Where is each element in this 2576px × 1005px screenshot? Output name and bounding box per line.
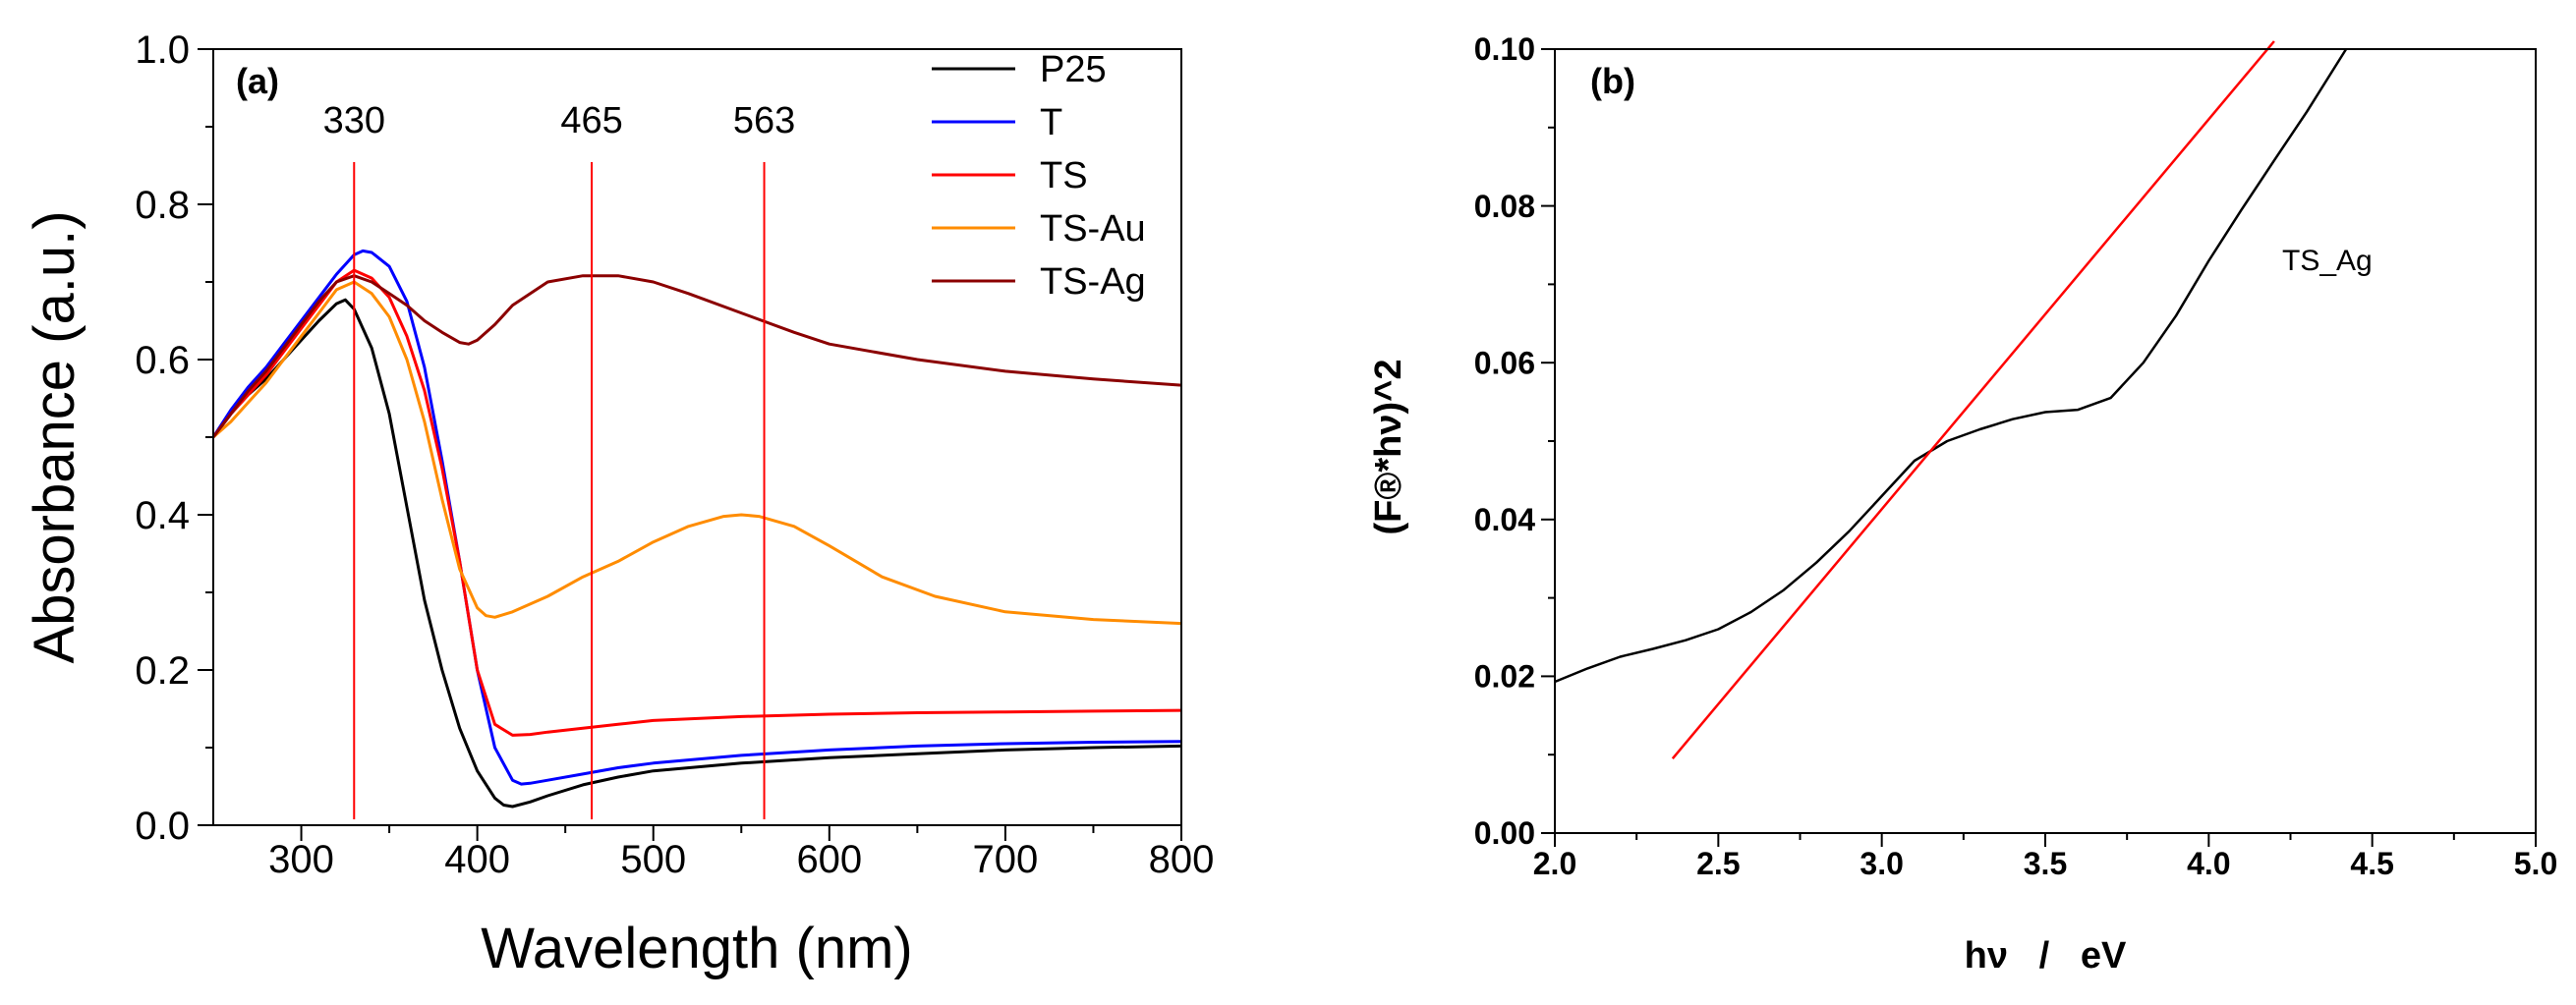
panel-a-x-tick-label: 800 (1149, 838, 1215, 881)
panel-a-x-tick-label: 700 (973, 838, 1039, 881)
legend-item-ts: TS (932, 155, 1088, 196)
panel-a-y-tick-label: 0.8 (135, 184, 190, 227)
panel-a-legend: P25 T TS TS-Au TS-Ag (932, 49, 1146, 303)
legend-label-ts: TS (1040, 155, 1088, 196)
panel-b-series-tangent (1671, 40, 2275, 760)
panel-a-y-tick-label: 0.0 (135, 805, 190, 848)
panel-b-annotation: TS_Ag (2282, 245, 2373, 277)
panel-a-y-tick-label: 0.6 (135, 339, 190, 382)
panel-b-y-tick-label: 0.06 (1474, 345, 1535, 380)
panel-b-y-tick-label: 0.10 (1474, 31, 1535, 67)
panel-a-y-ticks: 0.0 0.2 0.4 0.6 0.8 1.0 (135, 28, 213, 848)
legend-label-t: T (1040, 102, 1062, 143)
panel-a-plot-frame (212, 48, 1182, 826)
panel-b-y-tick-label: 0.04 (1474, 502, 1535, 537)
panel-a-series (211, 249, 1182, 809)
panel-b-x-tick-label: 2.0 (1533, 846, 1576, 881)
panel-a-x-tick-label: 600 (796, 838, 862, 881)
panel-a-x-tick-label: 400 (444, 838, 510, 881)
panel-b-plot-frame (1554, 48, 2537, 834)
panel-b-x-ticks: 2.0 2.5 3.0 3.5 4.0 4.5 5.0 (1533, 833, 2557, 881)
panel-b-x-tick-label: 2.5 (1696, 846, 1740, 881)
panel-b-y-ticks: 0.00 0.02 0.04 0.06 0.08 0.10 (1474, 31, 1555, 851)
panel-a-series-ts-au (212, 280, 1182, 626)
marker-label-465: 465 (560, 100, 622, 141)
panel-b-y-tick-label: 0.08 (1474, 189, 1535, 224)
panel-a-label: (a) (236, 61, 279, 101)
marker-label-330: 330 (323, 100, 385, 141)
legend-label-ts-ag: TS-Ag (1040, 261, 1146, 303)
panel-b-y-tick-label: 0.00 (1474, 815, 1535, 851)
panel-a-series-ts (211, 268, 1182, 737)
panel-a-series-p25 (211, 298, 1182, 809)
legend-item-ts-au: TS-Au (932, 208, 1146, 250)
panel-a-series-t (211, 249, 1182, 786)
panel-b-x-tick-label: 3.5 (2024, 846, 2067, 881)
panel-a-x-ticks: 300 400 500 600 700 800 (268, 825, 1214, 881)
legend-label-p25: P25 (1040, 49, 1107, 90)
legend-item-p25: P25 (932, 49, 1107, 90)
panel-a-wavelength-markers: 330 465 563 (323, 100, 795, 819)
chart-panel-b: 2.0 2.5 3.0 3.5 4.0 4.5 5.0 0.000.020.040.060.… (1368, 31, 2557, 977)
panel-b-y-axis-label: (F®*hν)^2 (1368, 360, 1409, 535)
panel-a-y-axis-label: Absorbance (a.u.) (23, 210, 86, 663)
panel-b-x-tick-label: 3.0 (1860, 846, 1903, 881)
panel-b-series-ts-ag (1554, 48, 2348, 684)
panel-a-series-ts-ag (211, 274, 1182, 438)
legend-item-t: T (932, 102, 1062, 143)
panel-a-x-tick-label: 300 (268, 838, 334, 881)
panel-b-x-tick-label: 4.0 (2187, 846, 2230, 881)
panel-b-x-tick-label: 5.0 (2514, 846, 2557, 881)
panel-b-y-tick-label: 0.02 (1474, 659, 1535, 695)
legend-item-ts-ag: TS-Ag (932, 261, 1146, 303)
panel-a-x-tick-label: 500 (620, 838, 686, 881)
panel-a-y-tick-label: 0.4 (135, 494, 190, 537)
marker-label-563: 563 (733, 100, 795, 141)
panel-b-series (1554, 40, 2348, 760)
panel-b-x-axis-label: hν / eV (1965, 935, 2127, 977)
legend-label-ts-au: TS-Au (1040, 208, 1146, 250)
panel-b-label: (b) (1590, 61, 1635, 101)
panel-a-x-axis-label: Wavelength (nm) (481, 917, 912, 980)
panel-b-x-tick-label: 4.5 (2350, 846, 2393, 881)
chart-panel-a: 330 465 563 300 400 500 600 700 800 0.00.20.40.… (23, 28, 1214, 980)
panel-a-y-tick-label: 1.0 (135, 28, 190, 72)
panel-a-y-tick-label: 0.2 (135, 649, 190, 693)
